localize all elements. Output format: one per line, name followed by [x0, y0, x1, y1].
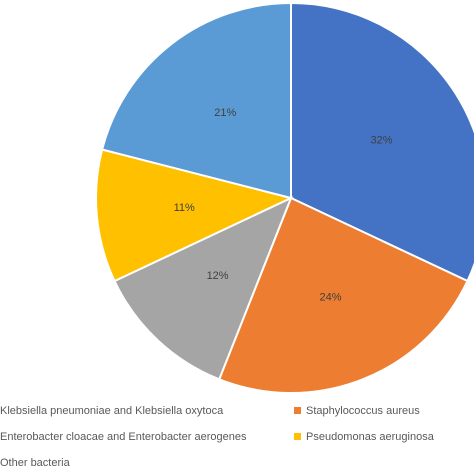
slice-value-label: 24%: [319, 292, 341, 304]
pie-slice-other-bacteria: [100, 1, 292, 200]
legend-marker-staphylococcus-aureus: [294, 407, 301, 414]
slice-value-label: 21%: [214, 107, 236, 119]
slice-value-label: 12%: [207, 270, 229, 282]
pie-slices: [95, 1, 474, 394]
pie-slice-pseudomonas-aeruginosa: [95, 148, 294, 283]
slice-value-label: 11%: [174, 202, 195, 214]
legend-label-klebsiella-pneumoniae-and-klebsiella-oxytoca: Klebsiella pneumoniae and Klebsiella oxy…: [0, 405, 224, 417]
pie-slice-enterobacter-cloacae-and-enterobacter-aerogenes: [113, 196, 293, 381]
pie-slice-staphylococcus-aureus: [217, 196, 469, 394]
pie-slice-klebsiella-pneumoniae-and-klebsiella-oxytoca: [290, 1, 474, 283]
legend: Klebsiella pneumoniae and Klebsiella oxy…: [0, 405, 435, 469]
legend-label-staphylococcus-aureus: Staphylococcus aureus: [306, 405, 420, 417]
legend-label-enterobacter-cloacae-and-enterobacter-aerogenes: Enterobacter cloacae and Enterobacter ae…: [0, 431, 247, 443]
slice-value-label: 32%: [371, 134, 393, 146]
legend-label-other-bacteria: Other bacteria: [0, 457, 71, 469]
legend-marker-pseudomonas-aeruginosa: [294, 433, 301, 440]
legend-label-pseudomonas-aeruginosa: Pseudomonas aeruginosa: [306, 431, 435, 443]
pie-slice-labels: 32% 24% 12% 11% 21%: [174, 107, 393, 303]
